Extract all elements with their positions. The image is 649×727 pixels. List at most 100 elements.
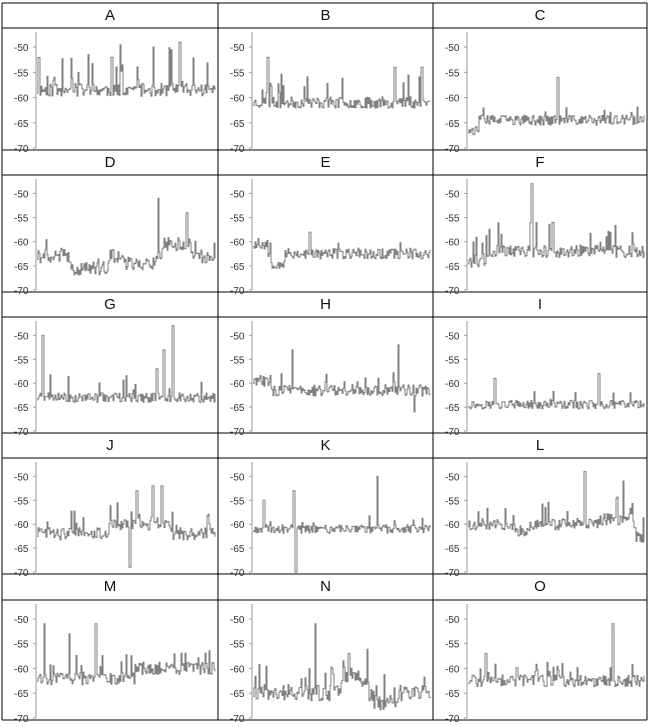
y-tick-label: -55 bbox=[14, 355, 29, 366]
y-tick-label: -70 bbox=[230, 144, 245, 155]
y-tick-label: -55 bbox=[230, 355, 245, 366]
y-tick-label: -70 bbox=[445, 568, 460, 579]
series-line bbox=[37, 197, 216, 276]
series-line bbox=[37, 41, 216, 97]
y-tick-label: -70 bbox=[445, 144, 460, 155]
y-tick-label: -70 bbox=[230, 568, 245, 579]
chart-title: L bbox=[536, 437, 544, 454]
y-tick-label: -60 bbox=[445, 379, 460, 390]
y-tick-label: -65 bbox=[230, 262, 245, 273]
y-tick-label: -50 bbox=[230, 189, 245, 200]
y-tick-label: -60 bbox=[230, 379, 245, 390]
y-tick-label: -65 bbox=[445, 544, 460, 555]
y-tick-label: -50 bbox=[445, 331, 460, 342]
series-line bbox=[468, 76, 645, 136]
series-line bbox=[468, 183, 645, 268]
y-tick-label: -65 bbox=[14, 119, 29, 130]
y-tick-label: -70 bbox=[14, 286, 29, 297]
y-tick-label: -50 bbox=[230, 472, 245, 483]
y-tick-label: -65 bbox=[230, 544, 245, 555]
y-tick-label: -70 bbox=[230, 427, 245, 438]
y-tick-label: -65 bbox=[14, 262, 29, 273]
chart-panel-b: B -50 -55 -60 -65 -70 bbox=[230, 7, 431, 155]
y-tick-label: -55 bbox=[14, 640, 29, 651]
y-tick-label: -70 bbox=[230, 714, 245, 722]
chart-panel-f: F -50 -55 -60 -65 -70 bbox=[445, 154, 645, 297]
y-tick-label: -60 bbox=[230, 664, 245, 675]
y-tick-label: -50 bbox=[230, 331, 245, 342]
chart-panel-c: C -50 -55 -60 -65 -70 bbox=[445, 7, 645, 155]
chart-title: B bbox=[320, 7, 330, 24]
chart-panel-a: A -50 -55 -60 -65 -70 bbox=[14, 7, 216, 155]
y-tick-label: -60 bbox=[445, 94, 460, 105]
y-tick-label: -50 bbox=[14, 331, 29, 342]
chart-title: O bbox=[534, 578, 546, 595]
y-tick-label: -65 bbox=[445, 262, 460, 273]
y-tick-label: -65 bbox=[445, 689, 460, 700]
chart-title: K bbox=[320, 437, 330, 454]
y-tick-label: -60 bbox=[14, 520, 29, 531]
y-tick-label: -70 bbox=[445, 427, 460, 438]
y-tick-label: -50 bbox=[445, 189, 460, 200]
y-tick-label: -55 bbox=[445, 496, 460, 507]
chart-title: M bbox=[104, 578, 117, 595]
y-tick-label: -70 bbox=[445, 714, 460, 722]
chart-title: D bbox=[105, 154, 116, 171]
chart-title: J bbox=[106, 437, 114, 454]
y-tick-label: -60 bbox=[230, 94, 245, 105]
y-tick-label: -65 bbox=[445, 403, 460, 414]
y-tick-label: -50 bbox=[445, 43, 460, 54]
chart-panel-k: K -50 -55 -60 -65 -70 bbox=[230, 437, 431, 579]
chart-panel-j: J -50 -55 -60 -65 -70 bbox=[14, 437, 216, 579]
y-tick-label: -55 bbox=[230, 214, 245, 225]
y-tick-label: -70 bbox=[230, 286, 245, 297]
y-tick-label: -50 bbox=[230, 615, 245, 626]
chart-title: I bbox=[538, 296, 542, 313]
y-tick-label: -50 bbox=[445, 472, 460, 483]
chart-title: H bbox=[320, 296, 331, 313]
y-tick-label: -70 bbox=[445, 286, 460, 297]
chart-title: C bbox=[535, 7, 546, 24]
y-tick-label: -55 bbox=[230, 68, 245, 79]
y-tick-label: -50 bbox=[14, 472, 29, 483]
y-tick-label: -60 bbox=[14, 238, 29, 249]
y-tick-label: -65 bbox=[230, 119, 245, 130]
chart-panel-n: N -50 -55 -60 -65 -70 bbox=[230, 578, 431, 725]
series-line bbox=[253, 344, 431, 413]
y-tick-label: -50 bbox=[230, 43, 245, 54]
y-tick-label: -55 bbox=[230, 640, 245, 651]
y-tick-label: -55 bbox=[14, 214, 29, 225]
chart-panel-g: G -50 -55 -60 -65 -70 bbox=[14, 296, 216, 438]
chart-title: E bbox=[320, 154, 330, 171]
y-tick-label: -50 bbox=[14, 43, 29, 54]
y-tick-label: -50 bbox=[14, 189, 29, 200]
series-line bbox=[253, 475, 431, 573]
series-line bbox=[37, 325, 216, 403]
y-tick-label: -60 bbox=[445, 520, 460, 531]
chart-panel-e: E -50 -55 -60 -65 -70 bbox=[230, 154, 431, 297]
y-tick-label: -70 bbox=[14, 714, 29, 722]
series-line bbox=[468, 373, 645, 410]
chart-panel-d: D -50 -55 -60 -65 -70 bbox=[14, 154, 216, 297]
y-tick-label: -70 bbox=[14, 427, 29, 438]
y-tick-label: -60 bbox=[445, 238, 460, 249]
y-tick-label: -55 bbox=[230, 496, 245, 507]
chart-title: N bbox=[320, 578, 331, 595]
y-tick-label: -70 bbox=[14, 144, 29, 155]
y-tick-label: -60 bbox=[14, 664, 29, 675]
y-tick-label: -60 bbox=[230, 520, 245, 531]
y-tick-label: -50 bbox=[14, 615, 29, 626]
y-tick-label: -60 bbox=[230, 238, 245, 249]
y-tick-label: -65 bbox=[14, 689, 29, 700]
y-tick-label: -65 bbox=[230, 403, 245, 414]
series-line bbox=[37, 485, 216, 568]
y-tick-label: -65 bbox=[445, 119, 460, 130]
y-tick-label: -70 bbox=[14, 568, 29, 579]
series-line bbox=[253, 56, 431, 109]
series-line bbox=[253, 231, 431, 269]
y-tick-label: -65 bbox=[14, 544, 29, 555]
y-tick-label: -50 bbox=[445, 615, 460, 626]
y-tick-label: -55 bbox=[445, 68, 460, 79]
